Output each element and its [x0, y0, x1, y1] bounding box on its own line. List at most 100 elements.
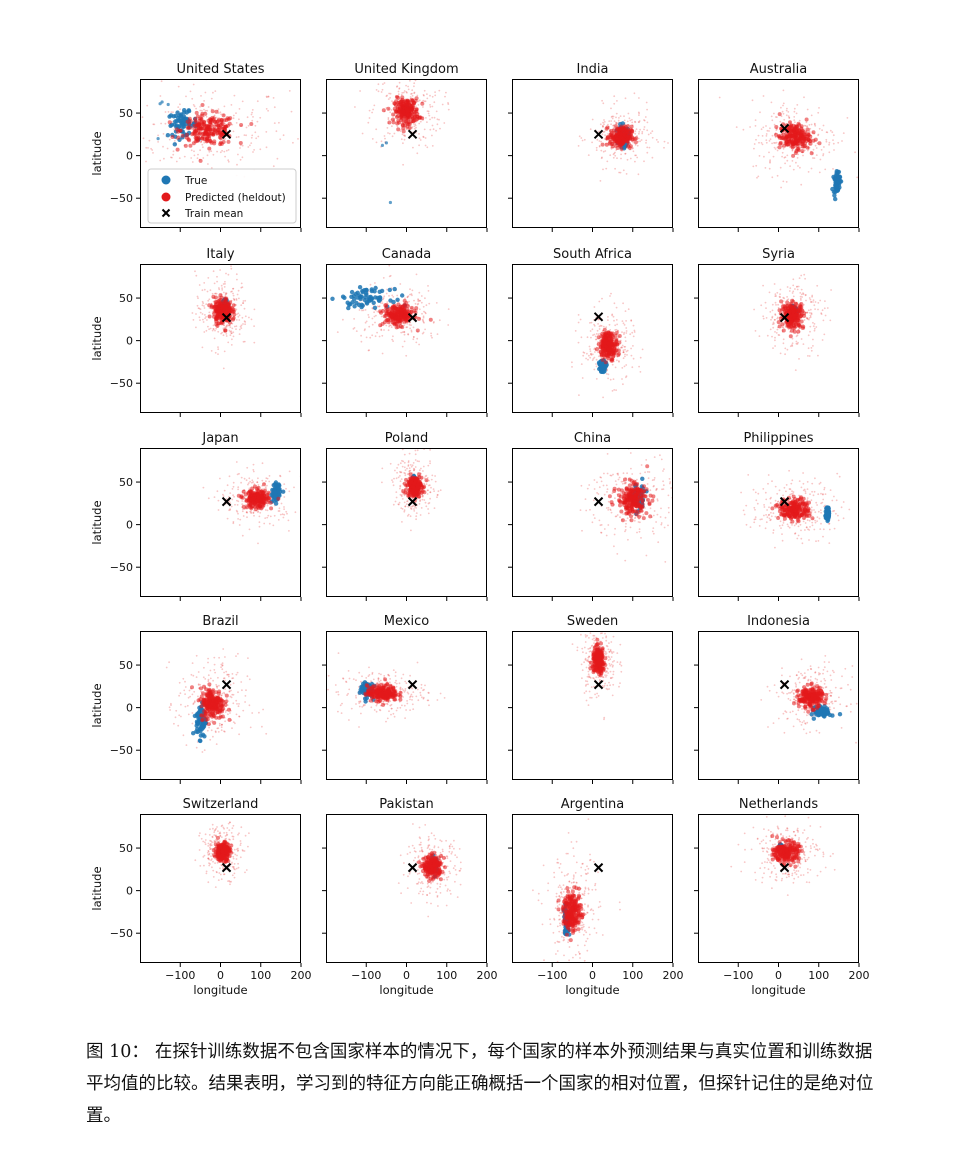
- predicted-point: [267, 109, 269, 112]
- predicted-point: [224, 138, 227, 140]
- predicted-point: [795, 141, 800, 146]
- predicted-point: [423, 100, 426, 103]
- predicted-point: [199, 308, 202, 310]
- predicted-point: [221, 149, 224, 152]
- predicted-point: [447, 108, 450, 111]
- predicted-point: [419, 299, 421, 302]
- predicted-point: [163, 157, 165, 160]
- predicted-point: [251, 119, 254, 122]
- predicted-point: [406, 326, 409, 329]
- predicted-point: [353, 318, 355, 320]
- predicted-point: [802, 343, 805, 345]
- predicted-point: [239, 144, 242, 147]
- predicted-point: [796, 104, 799, 106]
- predicted-point: [583, 352, 586, 354]
- predicted-point: [806, 125, 809, 128]
- predicted-point: [261, 462, 264, 465]
- predicted-point: [806, 317, 809, 320]
- predicted-point: [214, 329, 216, 332]
- predicted-point: [634, 120, 636, 123]
- predicted-point: [814, 301, 817, 303]
- predicted-point: [250, 511, 252, 514]
- predicted-point: [434, 91, 436, 93]
- predicted-point: [398, 88, 401, 90]
- predicted-point: [613, 124, 618, 129]
- predicted-point: [610, 123, 612, 126]
- predicted-point: [774, 313, 777, 316]
- predicted-point: [778, 140, 783, 145]
- predicted-point: [603, 121, 606, 123]
- predicted-point: [631, 331, 634, 334]
- predicted-point: [424, 311, 427, 314]
- predicted-point: [264, 509, 267, 511]
- predicted-point: [571, 366, 573, 368]
- predicted-point: [402, 163, 404, 166]
- predicted-point: [235, 308, 238, 311]
- true-point: [395, 297, 400, 302]
- predicted-point: [206, 132, 211, 137]
- predicted-point: [623, 345, 626, 348]
- predicted-point: [223, 286, 226, 288]
- predicted-point: [735, 126, 738, 128]
- predicted-point: [194, 270, 196, 273]
- predicted-point: [422, 319, 424, 322]
- predicted-point: [614, 127, 619, 132]
- predicted-point: [228, 324, 230, 327]
- predicted-point: [784, 156, 787, 159]
- predicted-point: [614, 366, 617, 369]
- predicted-point: [780, 186, 782, 189]
- predicted-point: [409, 293, 411, 296]
- predicted-point: [629, 119, 632, 122]
- predicted-point: [622, 351, 625, 354]
- predicted-point: [223, 296, 228, 301]
- predicted-point: [250, 318, 253, 321]
- predicted-point: [793, 119, 796, 121]
- predicted-point: [224, 280, 226, 283]
- predicted-point: [797, 285, 800, 288]
- predicted-point: [240, 476, 243, 479]
- predicted-point: [638, 97, 640, 99]
- predicted-point: [788, 290, 791, 292]
- predicted-point: [792, 295, 795, 298]
- predicted-point: [794, 369, 797, 371]
- predicted-point: [367, 314, 370, 316]
- true-point: [172, 142, 177, 147]
- predicted-point: [804, 125, 807, 127]
- predicted-point: [263, 522, 266, 525]
- predicted-point: [223, 291, 225, 294]
- predicted-point: [643, 119, 646, 122]
- train-mean-marker: [221, 312, 232, 323]
- predicted-point: [799, 166, 801, 169]
- predicted-point: [613, 95, 616, 98]
- predicted-point: [758, 141, 760, 144]
- predicted-point: [391, 294, 394, 297]
- predicted-point: [175, 127, 179, 132]
- predicted-point: [406, 322, 409, 325]
- predicted-point: [803, 273, 806, 276]
- predicted-point: [232, 292, 234, 295]
- predicted-point: [629, 157, 632, 160]
- predicted-point: [238, 297, 240, 300]
- predicted-point: [371, 334, 374, 337]
- predicted-point: [377, 90, 380, 93]
- predicted-point: [376, 310, 379, 313]
- predicted-point: [799, 141, 804, 146]
- predicted-point: [622, 138, 626, 143]
- predicted-point: [791, 344, 793, 346]
- predicted-point: [253, 514, 255, 517]
- predicted-point: [618, 117, 620, 119]
- predicted-point: [413, 127, 416, 130]
- train-mean-marker: [779, 123, 790, 134]
- predicted-point: [630, 319, 633, 322]
- predicted-point: [411, 294, 413, 297]
- predicted-point: [416, 77, 418, 79]
- predicted-point: [267, 95, 270, 98]
- predicted-point: [762, 126, 765, 129]
- panel-united-states: United States500−50latitudeTruePredicted…: [90, 62, 302, 232]
- predicted-point: [183, 143, 188, 148]
- predicted-point: [632, 357, 635, 360]
- predicted-point: [638, 112, 640, 115]
- true-point: [355, 295, 360, 300]
- predicted-point: [242, 302, 244, 304]
- predicted-point: [391, 338, 394, 341]
